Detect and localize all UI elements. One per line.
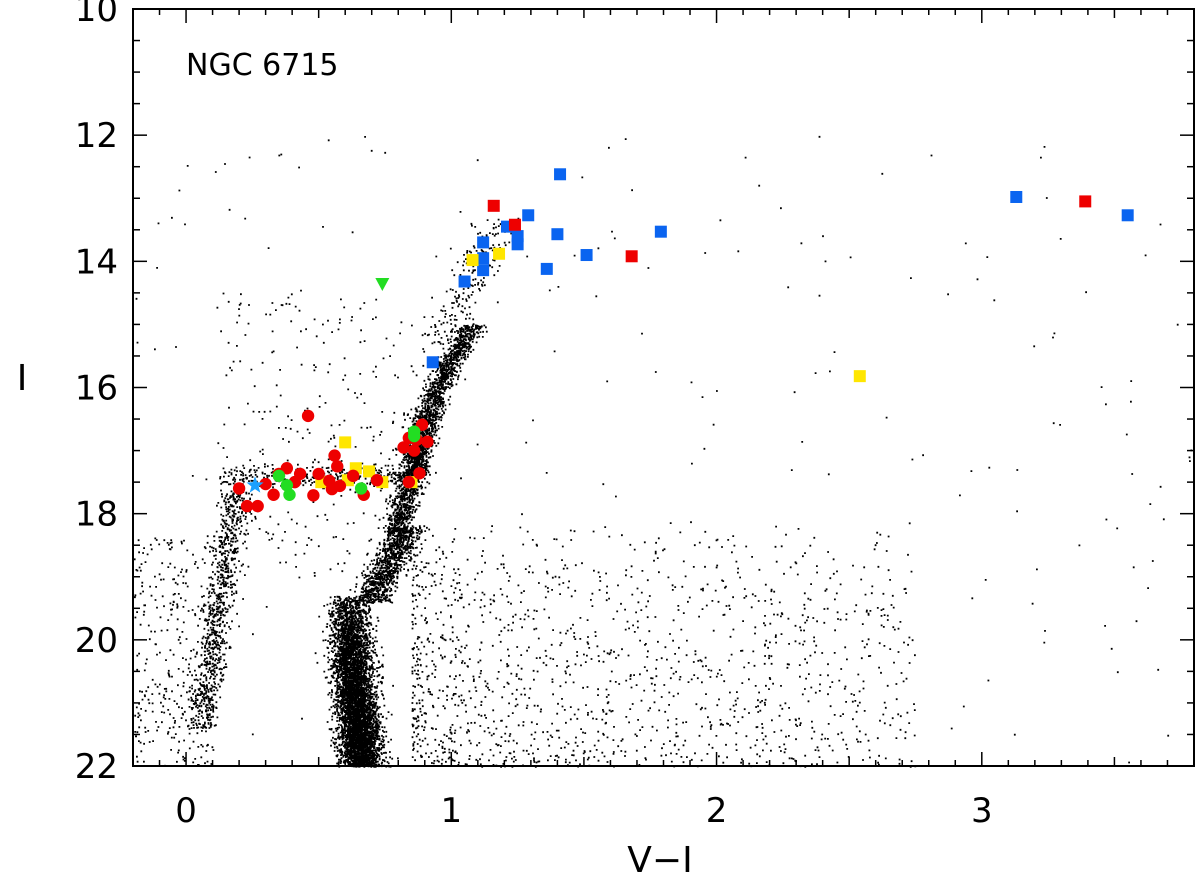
point-circle-red — [421, 435, 434, 448]
point-circle-red — [413, 467, 426, 480]
y-tick-label: 10 — [75, 0, 118, 30]
point-circle-red — [333, 479, 347, 493]
point-circle-red — [232, 482, 246, 495]
point-circle-red — [328, 449, 341, 462]
point-square-blue — [522, 209, 535, 222]
point-square-blue — [540, 262, 553, 275]
point-square-yellow — [339, 436, 352, 449]
x-axis-title: V−I — [627, 840, 692, 880]
point-square-red — [625, 250, 638, 263]
point-circle-red — [251, 499, 264, 513]
point-square-blue — [654, 225, 667, 238]
point-triangle-down-green — [375, 278, 390, 292]
highlighted-stars — [232, 168, 1134, 513]
point-square-yellow — [493, 247, 506, 260]
point-square-blue — [477, 236, 490, 249]
point-circle-red — [407, 444, 421, 457]
point-circle-red — [301, 409, 315, 423]
x-tick-label: 1 — [440, 791, 462, 831]
point-square-blue — [1121, 209, 1134, 222]
point-circle-red — [293, 467, 307, 481]
point-circle-red — [370, 474, 384, 487]
x-tick-label: 2 — [706, 791, 728, 831]
point-square-blue — [458, 275, 471, 288]
point-square-blue — [477, 264, 490, 277]
y-tick-label: 16 — [75, 369, 118, 409]
point-square-blue — [477, 252, 490, 265]
point-circle-red — [397, 441, 410, 454]
point-square-blue — [426, 356, 439, 369]
x-tick-label: 0 — [175, 791, 197, 831]
y-tick-label: 20 — [75, 621, 118, 661]
point-square-blue — [551, 228, 564, 241]
point-circle-red — [307, 489, 320, 502]
point-square-red — [487, 199, 500, 212]
y-tick-label: 14 — [75, 242, 118, 282]
y-axis-title: I — [17, 358, 28, 399]
point-circle-green — [280, 479, 294, 492]
point-circle-red — [267, 488, 280, 501]
point-circle-green — [272, 469, 286, 483]
y-tick-label: 18 — [75, 495, 118, 535]
point-square-yellow — [363, 465, 376, 478]
point-circle-green — [407, 429, 421, 443]
point-circle-red — [331, 460, 344, 473]
point-square-blue — [1010, 190, 1023, 203]
point-circle-red — [240, 499, 254, 513]
point-circle-red — [402, 475, 416, 489]
y-tick-label: 12 — [75, 116, 118, 156]
point-square-red — [1079, 195, 1092, 208]
point-star-star_blue — [246, 476, 264, 493]
point-square-red — [508, 218, 521, 231]
point-square-yellow — [853, 370, 866, 383]
cluster-label: NGC 6715 — [186, 48, 339, 83]
point-circle-red — [259, 477, 272, 491]
point-square-blue — [580, 249, 593, 262]
point-square-blue — [511, 238, 524, 251]
point-circle-red — [280, 462, 294, 475]
y-tick-label: 22 — [75, 747, 118, 787]
axis-ticks — [132, 8, 1195, 767]
point-circle-green — [354, 482, 368, 495]
x-tick-label: 3 — [971, 791, 993, 831]
point-circle-red — [312, 467, 325, 481]
point-square-yellow — [466, 254, 479, 267]
point-square-blue — [554, 168, 567, 181]
point-circle-green — [283, 488, 296, 501]
point-circle-red — [346, 469, 360, 483]
